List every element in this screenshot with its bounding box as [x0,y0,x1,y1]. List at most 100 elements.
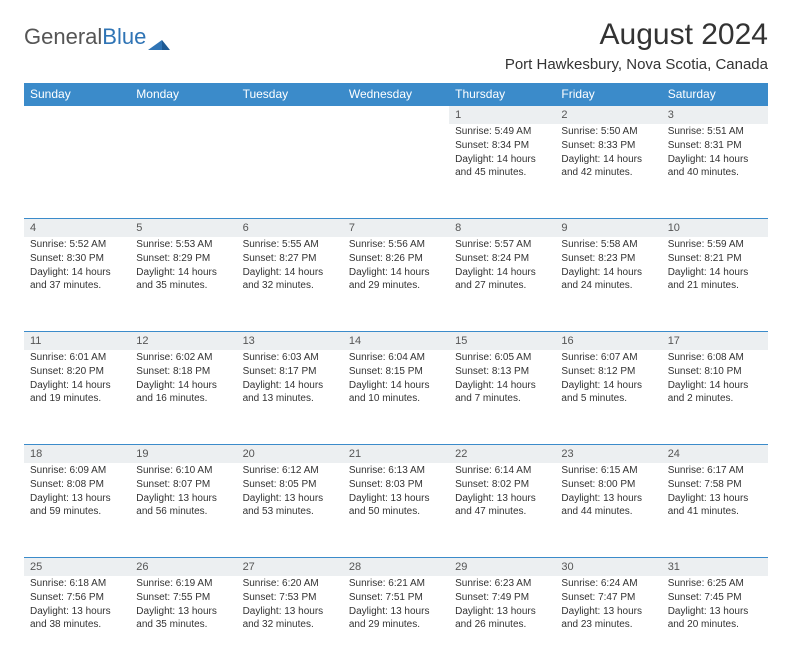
sunrise-line: Sunrise: 6:07 AM [561,351,655,364]
day-number-cell: 9 [555,219,661,238]
calendar-body: 123Sunrise: 5:49 AMSunset: 8:34 PMDaylig… [24,106,768,670]
daylight-line: Daylight: 14 hours and 13 minutes. [243,379,337,405]
sunrise-line: Sunrise: 6:23 AM [455,577,549,590]
sunset-line: Sunset: 8:00 PM [561,478,655,491]
sunrise-line: Sunrise: 5:58 AM [561,238,655,251]
sunrise-line: Sunrise: 6:02 AM [136,351,230,364]
sunset-line: Sunset: 7:53 PM [243,591,337,604]
day-cell: Sunrise: 6:12 AMSunset: 8:05 PMDaylight:… [237,463,343,558]
daylight-line: Daylight: 14 hours and 29 minutes. [349,266,443,292]
day-cell: Sunrise: 5:59 AMSunset: 8:21 PMDaylight:… [662,237,768,332]
day-cell: Sunrise: 5:58 AMSunset: 8:23 PMDaylight:… [555,237,661,332]
sunset-line: Sunset: 8:26 PM [349,252,443,265]
day-number-cell: 30 [555,558,661,577]
daylight-line: Daylight: 13 hours and 50 minutes. [349,492,443,518]
daylight-line: Daylight: 14 hours and 21 minutes. [668,266,762,292]
sunset-line: Sunset: 7:55 PM [136,591,230,604]
sunset-line: Sunset: 7:47 PM [561,591,655,604]
daylight-line: Daylight: 13 hours and 56 minutes. [136,492,230,518]
sunset-line: Sunset: 8:23 PM [561,252,655,265]
logo-text-1: General [24,24,102,50]
sunset-line: Sunset: 8:24 PM [455,252,549,265]
day-cell: Sunrise: 5:55 AMSunset: 8:27 PMDaylight:… [237,237,343,332]
day-number-cell: 14 [343,332,449,351]
day-cell: Sunrise: 5:53 AMSunset: 8:29 PMDaylight:… [130,237,236,332]
day-cell [343,124,449,219]
daylight-line: Daylight: 14 hours and 16 minutes. [136,379,230,405]
sunrise-line: Sunrise: 6:14 AM [455,464,549,477]
day-number-cell: 10 [662,219,768,238]
sunrise-line: Sunrise: 5:49 AM [455,125,549,138]
sunset-line: Sunset: 8:03 PM [349,478,443,491]
sunrise-line: Sunrise: 6:24 AM [561,577,655,590]
daylight-line: Daylight: 14 hours and 45 minutes. [455,153,549,179]
day-cell: Sunrise: 6:17 AMSunset: 7:58 PMDaylight:… [662,463,768,558]
day-number-cell: 28 [343,558,449,577]
sunrise-line: Sunrise: 6:19 AM [136,577,230,590]
daylight-line: Daylight: 14 hours and 10 minutes. [349,379,443,405]
day-cell: Sunrise: 6:18 AMSunset: 7:56 PMDaylight:… [24,576,130,670]
daylight-line: Daylight: 13 hours and 23 minutes. [561,605,655,631]
daylight-line: Daylight: 14 hours and 5 minutes. [561,379,655,405]
day-cell: Sunrise: 6:14 AMSunset: 8:02 PMDaylight:… [449,463,555,558]
sunrise-line: Sunrise: 6:20 AM [243,577,337,590]
day-number-row: 45678910 [24,219,768,238]
daylight-line: Daylight: 13 hours and 38 minutes. [30,605,124,631]
day-cell: Sunrise: 6:05 AMSunset: 8:13 PMDaylight:… [449,350,555,445]
sunrise-line: Sunrise: 6:17 AM [668,464,762,477]
daylight-line: Daylight: 13 hours and 59 minutes. [30,492,124,518]
day-number-cell: 6 [237,219,343,238]
day-number-row: 18192021222324 [24,445,768,464]
day-cell [237,124,343,219]
sunset-line: Sunset: 8:17 PM [243,365,337,378]
daylight-line: Daylight: 14 hours and 35 minutes. [136,266,230,292]
day-cell: Sunrise: 6:21 AMSunset: 7:51 PMDaylight:… [343,576,449,670]
day-cell: Sunrise: 6:07 AMSunset: 8:12 PMDaylight:… [555,350,661,445]
day-content-row: Sunrise: 6:09 AMSunset: 8:08 PMDaylight:… [24,463,768,558]
sunset-line: Sunset: 7:51 PM [349,591,443,604]
sunrise-line: Sunrise: 5:56 AM [349,238,443,251]
day-number-cell [24,106,130,125]
daylight-line: Daylight: 13 hours and 47 minutes. [455,492,549,518]
daylight-line: Daylight: 14 hours and 40 minutes. [668,153,762,179]
day-number-cell [343,106,449,125]
day-content-row: Sunrise: 5:52 AMSunset: 8:30 PMDaylight:… [24,237,768,332]
daylight-line: Daylight: 13 hours and 29 minutes. [349,605,443,631]
day-cell: Sunrise: 6:24 AMSunset: 7:47 PMDaylight:… [555,576,661,670]
day-number-cell: 27 [237,558,343,577]
day-number-cell: 25 [24,558,130,577]
sunrise-line: Sunrise: 6:18 AM [30,577,124,590]
day-cell: Sunrise: 5:57 AMSunset: 8:24 PMDaylight:… [449,237,555,332]
day-number-cell: 21 [343,445,449,464]
day-number-cell: 11 [24,332,130,351]
weekday-header: Thursday [449,83,555,106]
month-title: August 2024 [505,18,768,52]
sunrise-line: Sunrise: 6:05 AM [455,351,549,364]
sunset-line: Sunset: 8:30 PM [30,252,124,265]
daylight-line: Daylight: 13 hours and 35 minutes. [136,605,230,631]
day-cell: Sunrise: 5:56 AMSunset: 8:26 PMDaylight:… [343,237,449,332]
day-content-row: Sunrise: 5:49 AMSunset: 8:34 PMDaylight:… [24,124,768,219]
sunrise-line: Sunrise: 6:15 AM [561,464,655,477]
logo: GeneralBlue [24,24,170,50]
sunrise-line: Sunrise: 5:50 AM [561,125,655,138]
sunrise-line: Sunrise: 6:04 AM [349,351,443,364]
sunset-line: Sunset: 8:33 PM [561,139,655,152]
day-number-cell: 16 [555,332,661,351]
sunset-line: Sunset: 8:34 PM [455,139,549,152]
weekday-header: Sunday [24,83,130,106]
day-number-cell: 15 [449,332,555,351]
sunrise-line: Sunrise: 5:55 AM [243,238,337,251]
weekday-header: Wednesday [343,83,449,106]
weekday-header: Friday [555,83,661,106]
sunset-line: Sunset: 8:07 PM [136,478,230,491]
day-cell: Sunrise: 5:50 AMSunset: 8:33 PMDaylight:… [555,124,661,219]
day-number-row: 11121314151617 [24,332,768,351]
day-cell: Sunrise: 6:03 AMSunset: 8:17 PMDaylight:… [237,350,343,445]
day-cell: Sunrise: 6:19 AMSunset: 7:55 PMDaylight:… [130,576,236,670]
sunset-line: Sunset: 8:12 PM [561,365,655,378]
day-cell [24,124,130,219]
day-content-row: Sunrise: 6:18 AMSunset: 7:56 PMDaylight:… [24,576,768,670]
day-number-cell: 5 [130,219,236,238]
title-block: August 2024 Port Hawkesbury, Nova Scotia… [505,18,768,73]
